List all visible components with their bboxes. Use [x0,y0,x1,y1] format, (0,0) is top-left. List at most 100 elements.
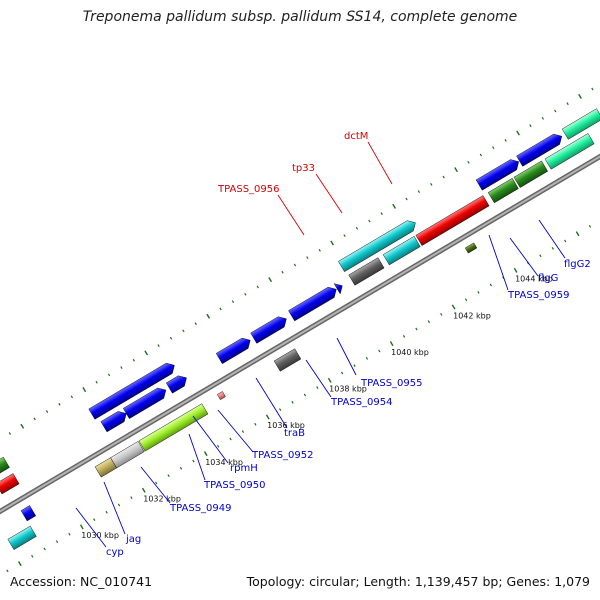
cds-feature[interactable] [122,385,169,419]
major-tick [575,231,580,237]
cds-feature[interactable] [561,108,600,140]
minor-tick [464,298,468,302]
minor-tick [70,395,73,399]
scale-label: 1032 kbp [143,495,181,504]
outer-label-leaders [277,141,393,236]
outer-tick-ring [8,87,594,435]
gene-label-flgG[interactable]: flgG [538,273,558,284]
minor-tick [477,290,480,294]
scale-label: 1040 kbp [391,348,429,357]
minor-tick [179,466,183,470]
minor-tick [229,437,232,441]
cds-feature[interactable] [464,242,478,254]
minor-tick [303,393,307,397]
gene-label-tpass-0952[interactable]: TPASS_0952 [251,450,313,461]
major-tick [82,387,87,393]
major-tick [20,423,25,429]
scale-label: 1030 kbp [81,531,119,540]
minor-tick [365,356,369,360]
cds-feature[interactable] [215,335,253,364]
cds-feature[interactable] [513,160,548,188]
cds-feature[interactable] [20,505,37,522]
gene-label-dctM[interactable]: dctM [344,131,368,142]
cds-feature[interactable] [288,284,339,322]
major-tick [203,451,208,457]
inner-label-leaders [75,219,566,548]
minor-tick [192,459,195,463]
major-tick [389,341,394,347]
cds-feature[interactable] [7,525,37,550]
cds-feature[interactable] [544,133,595,170]
minor-tick [343,234,346,238]
major-tick [79,524,84,530]
minor-tick [566,102,569,106]
minor-tick [591,87,594,91]
minor-tick [293,263,297,267]
cds-feature[interactable] [138,403,209,452]
gene-label-tpass-0949[interactable]: TPASS_0949 [169,503,231,514]
cds-track-inner-1 [20,242,478,522]
gene-label-tpass-0955[interactable]: TPASS_0955 [360,378,422,389]
minor-tick [378,349,381,353]
gene-label-tpass-0950[interactable]: TPASS_0950 [203,480,265,491]
minor-tick [169,336,173,340]
inner-tick-ring [6,225,592,573]
minor-tick [504,138,507,142]
cds-feature[interactable] [0,473,20,495]
cds-feature[interactable] [382,236,421,266]
minor-tick [340,371,344,375]
minor-tick [45,410,49,413]
major-tick [451,304,456,310]
gene-label-tpass-0956[interactable]: TPASS_0956 [217,184,279,195]
minor-tick [479,153,483,157]
cds-feature[interactable] [88,360,178,420]
cds-feature[interactable] [0,456,10,479]
cds-feature[interactable] [415,195,490,246]
scale-label: 1034 kbp [205,458,243,467]
minor-tick [58,402,61,406]
major-tick [144,350,149,356]
cds-feature[interactable] [110,441,145,469]
cds-feature[interactable] [100,408,129,433]
minor-tick [529,124,532,128]
gene-label-tpass-0959[interactable]: TPASS_0959 [507,290,569,301]
cds-feature[interactable] [338,218,418,272]
gene-label-rpmH[interactable]: rpmH [230,463,258,474]
cds-feature[interactable] [487,177,519,204]
major-tick [265,414,270,420]
minor-tick [33,417,36,421]
cds-feature[interactable] [516,131,565,167]
minor-tick [241,430,245,434]
minor-tick [281,270,284,274]
cds-feature[interactable] [217,391,226,400]
minor-tick [256,285,259,289]
gene-label-flgG2[interactable]: flgG2 [564,259,591,270]
minor-tick [68,532,71,536]
minor-tick [489,283,493,287]
scale-label: 1042 kbp [453,311,491,320]
cds-feature[interactable] [165,373,189,394]
gene-label-traB[interactable]: traB [284,428,305,439]
gene-label-tp33[interactable]: tp33 [292,163,315,174]
gene-label-cyp[interactable]: cyp [106,547,124,558]
minor-tick [442,175,445,179]
minor-tick [194,322,197,325]
minor-tick [417,190,421,194]
minor-tick [492,146,495,150]
cds-feature[interactable] [250,314,290,344]
genome-summary-label: Topology: circular; Length: 1,139,457 bp… [246,574,590,589]
minor-tick [95,380,98,384]
gene-label-jag[interactable]: jag [125,534,141,545]
minor-tick [6,569,9,573]
major-tick [268,277,273,283]
minor-tick [219,307,222,311]
minor-tick [117,503,121,507]
cds-feature[interactable] [333,281,345,295]
cds-feature[interactable] [475,156,522,191]
minor-tick [254,422,257,426]
cds-feature[interactable] [348,257,385,286]
minor-tick [43,547,46,551]
gene-label-tpass-0954[interactable]: TPASS_0954 [330,397,392,408]
cds-feature[interactable] [273,348,302,372]
minor-tick [93,518,96,521]
